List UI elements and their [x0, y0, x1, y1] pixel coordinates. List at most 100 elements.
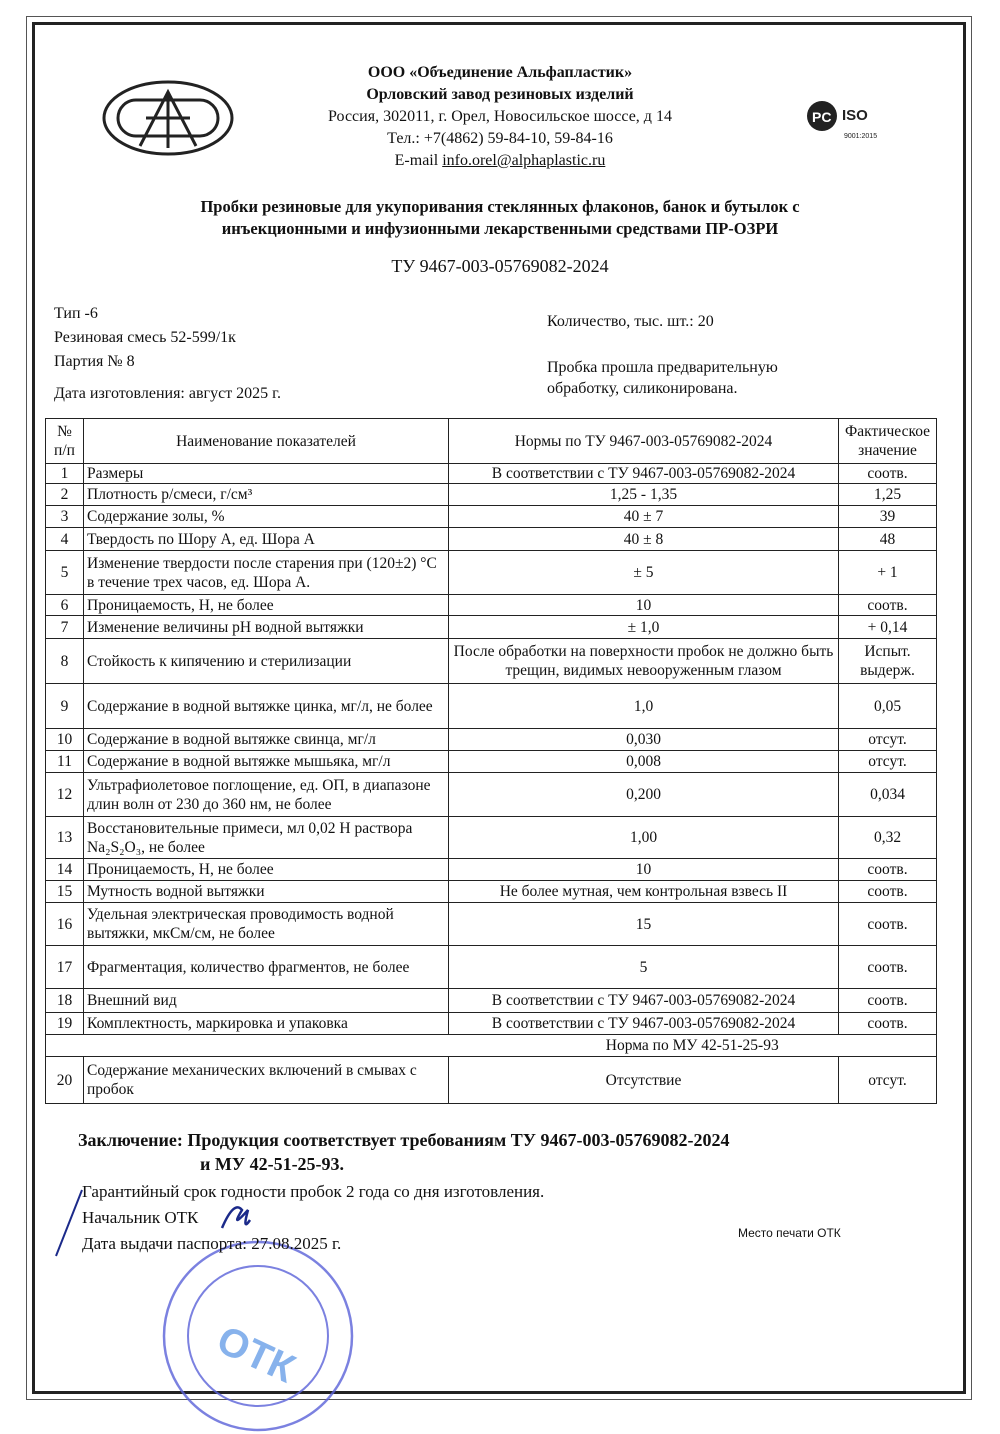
email-label: E-mail [394, 152, 443, 169]
header-number: № п/п [45, 418, 84, 464]
norm-value: В соответствии с ТУ 9467-003-05769082-20… [448, 463, 839, 484]
product-title-line1: Пробки резиновые для укупоривания стекля… [200, 197, 800, 216]
table-row: 17 Фрагментация, количество фрагментов, н… [45, 945, 937, 989]
conclusion-line2: и МУ 42-51-25-93. [200, 1154, 345, 1174]
actual-value: соотв. [838, 880, 937, 903]
indicator-name: Изменение твердости после старения при (… [83, 550, 449, 595]
table-row: 7 Изменение величины рН водной вытяжки ± 1… [45, 615, 937, 639]
outer-border [26, 16, 972, 1400]
table-row: 3 Содержание золы, % 40 ± 7 39 [45, 505, 937, 528]
table-row: 11 Содержание в водной вытяжке мышьяка, м… [45, 750, 937, 773]
norm-value: ± 5 [448, 550, 839, 595]
indicator-name: Ультрафиолетовое поглощение, ед. ОП, в д… [83, 772, 449, 817]
actual-value: отсут. [838, 1056, 937, 1104]
norm-value: 10 [448, 594, 839, 616]
row-number: 7 [45, 615, 84, 639]
row-number: 11 [45, 750, 84, 773]
indicator-name: Твердость по Шору А, ед. Шора А [83, 527, 449, 551]
indicator-name: Фрагментация, количество фрагментов, не … [83, 945, 449, 989]
row-number: 9 [45, 683, 84, 729]
actual-value: Испыт. выдерж. [838, 638, 937, 684]
indicator-name: Внешний вид [83, 988, 449, 1013]
actual-value: соотв. [838, 594, 937, 616]
row-number: 2 [45, 483, 84, 506]
norm-value: Не более мутная, чем контрольная взвесь … [448, 880, 839, 903]
table-row: 4 Твердость по Шору А, ед. Шора А 40 ± 8 48 [45, 527, 937, 551]
quantity: Количество, тыс. шт.: 20 [547, 313, 714, 330]
row-number: 10 [45, 728, 84, 751]
email-link[interactable]: info.orel@alphaplastic.ru [442, 152, 606, 169]
header-actual: Фактическое значение [838, 418, 937, 464]
row-number: 14 [45, 858, 84, 881]
row-number: 3 [45, 505, 84, 528]
row-number: 18 [45, 988, 84, 1013]
plant-name: Орловский завод резиновых изделий [366, 86, 634, 103]
norm-value: 40 ± 7 [448, 505, 839, 528]
indicator-name: Плотность р/смеси, г/см³ [83, 483, 449, 506]
actual-value: + 0,14 [838, 615, 937, 639]
test-results-table: № п/п Наименование показателей Нормы по … [45, 418, 937, 1104]
svg-text:9001:2015: 9001:2015 [844, 133, 877, 140]
warranty: Гарантийный срок годности пробок 2 года … [82, 1182, 545, 1201]
conclusion-line1: Заключение: Продукция соответствует треб… [78, 1130, 730, 1150]
row-number: 13 [45, 816, 84, 859]
treatment-line2: обработку, силиконирована. [547, 380, 738, 397]
table-row: 18 Внешний вид В соответствии с ТУ 9467-00… [45, 988, 937, 1013]
header-norms: Нормы по ТУ 9467-003-05769082-2024 [448, 418, 839, 464]
indicator-name: Комплектность, маркировка и упаковка [83, 1012, 449, 1035]
type: Тип -6 [54, 305, 98, 322]
actual-value: соотв. [838, 1012, 937, 1035]
indicator-name: Удельная электрическая проводимость водн… [83, 902, 449, 946]
svg-text:ISO: ISO [842, 107, 868, 124]
conclusion: Заключение: Продукция соответствует треб… [78, 1128, 729, 1176]
actual-value: отсут. [838, 728, 937, 751]
actual-value: отсут. [838, 750, 937, 773]
indicator-name: Содержание в водной вытяжке цинка, мг/л,… [83, 683, 449, 729]
norm-value: ± 1,0 [448, 615, 839, 639]
table-row: 9 Содержание в водной вытяжке цинка, мг/л… [45, 683, 937, 729]
table-row: 10 Содержание в водной вытяжке свинца, мг… [45, 728, 937, 751]
norm-value: 40 ± 8 [448, 527, 839, 551]
row-number: 19 [45, 1012, 84, 1035]
norm-value: 15 [448, 902, 839, 946]
table-row: 19 Комплектность, маркировка и упаковка В … [45, 1012, 937, 1035]
footer: ОТК Заключение: Продукция соответствует … [0, 1128, 1000, 1432]
table-row: 2 Плотность р/смеси, г/см³ 1,25 - 1,35 1,25 [45, 483, 937, 506]
table-row: 13 Восстановительные примеси, мл 0,02 Н р… [45, 816, 937, 859]
product-title-line2: инъекционными и инфузионными лекарственн… [221, 219, 779, 238]
table-row: 15 Мутность водной вытяжки Не более мутная… [45, 880, 937, 903]
company-logo [102, 80, 234, 156]
table-row: 6 Проницаемость, Н, не более 10 соотв. [45, 594, 937, 616]
norm-value: 1,25 - 1,35 [448, 483, 839, 506]
actual-value: соотв. [838, 945, 937, 989]
qc-head: Начальник ОТК [82, 1208, 199, 1227]
actual-value: + 1 [838, 550, 937, 595]
table-header-row: № п/п Наименование показателей Нормы по … [45, 418, 937, 464]
page-border [32, 22, 966, 1394]
norm-value: В соответствии с ТУ 9467-003-05769082-20… [448, 1012, 839, 1035]
indicator-name: Размеры [83, 463, 449, 484]
treatment-line1: Пробка прошла предварительную [547, 359, 778, 376]
actual-value: соотв. [838, 858, 937, 881]
issue-date: Дата выдачи паспорта: 27.08.2025 г. [82, 1234, 342, 1253]
row-number: 17 [45, 945, 84, 989]
actual-value: соотв. [838, 463, 937, 484]
norm-value: Отсутствие [448, 1056, 839, 1104]
batch: Партия № 8 [54, 353, 135, 370]
indicator-name: Изменение величины рН водной вытяжки [83, 615, 449, 639]
svg-text:PC: PC [812, 109, 831, 125]
norm-value: 1,00 [448, 816, 839, 859]
table-row: 14 Проницаемость, Н, не более 10 соотв. [45, 858, 937, 881]
section-label: Норма по МУ 42-51-25-93 [448, 1034, 937, 1057]
signature [55, 1189, 252, 1257]
rubber-mix: Резиновая смесь 52-599/1к [54, 329, 236, 346]
norm-value: 10 [448, 858, 839, 881]
actual-value: 48 [838, 527, 937, 551]
email-line: E-mail info.orel@alphaplastic.ru [200, 150, 800, 172]
actual-value: соотв. [838, 902, 937, 946]
table-row: 20 Содержание механических включений в см… [45, 1056, 937, 1104]
address: Россия, 302011, г. Орел, Новосильское шо… [328, 108, 672, 125]
actual-value: 1,25 [838, 483, 937, 506]
norm-value: 5 [448, 945, 839, 989]
table-row: 1 Размеры В соответствии с ТУ 9467-003-057… [45, 463, 937, 484]
